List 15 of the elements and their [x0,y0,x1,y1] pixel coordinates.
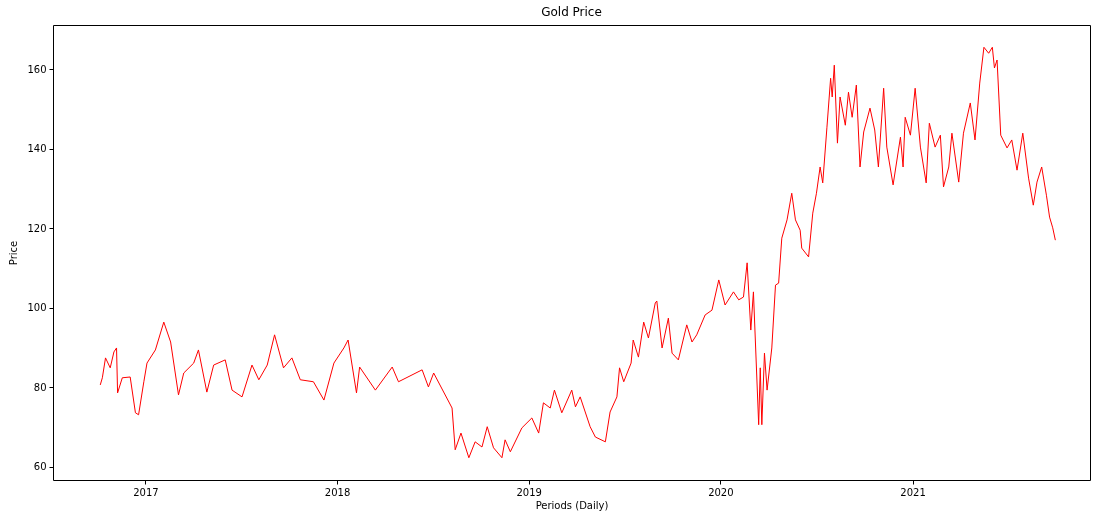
y-tick-label: 120 [27,222,47,234]
y-tick-label: 80 [33,381,47,393]
x-tick-label: 2021 [900,486,926,498]
x-axis-title: Periods (Daily) [535,499,609,511]
y-tick-label: 60 [33,461,47,473]
y-tick-label: 140 [27,143,47,155]
y-tick-label: 100 [27,302,47,314]
x-tick-label: 2018 [324,486,351,498]
chart-title: Gold Price [541,5,602,19]
x-tick-label: 2019 [516,486,542,498]
x-tick-label: 2017 [133,486,159,498]
x-tick-label: 2020 [708,486,734,498]
y-axis-title: Price [8,240,20,266]
line-series [99,46,1056,459]
y-tick-label: 160 [27,63,47,75]
